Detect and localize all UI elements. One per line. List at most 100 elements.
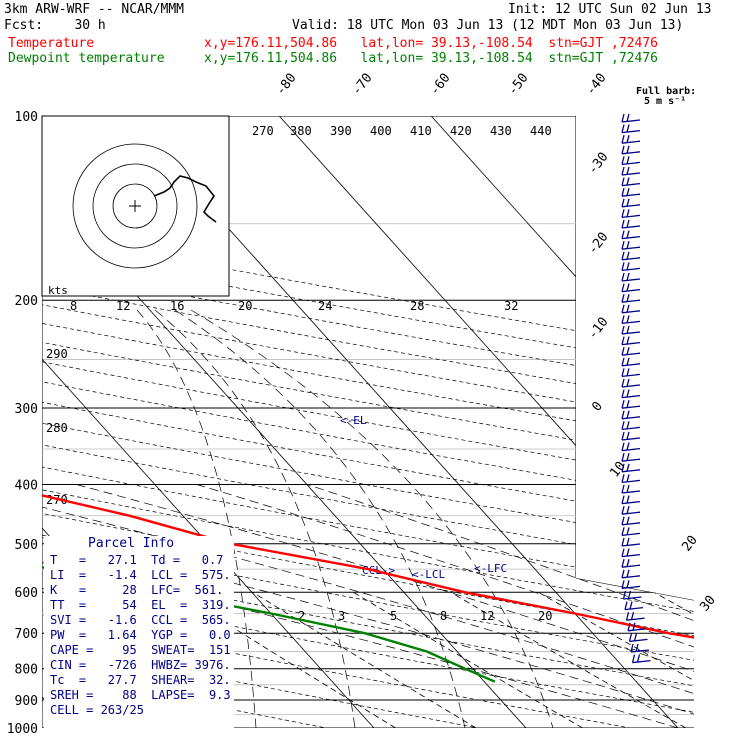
wind-barb (621, 352, 641, 356)
wind-barb-flag (621, 188, 625, 197)
wind-barb-flag (621, 304, 625, 313)
wind-barb (621, 257, 641, 261)
mixing-ratio-line (653, 591, 694, 728)
dewpoint-trace (42, 116, 496, 683)
wind-barb (621, 129, 641, 134)
hodograph-ring (72, 143, 198, 269)
wind-barb (621, 384, 641, 388)
wind-barb-flag (626, 209, 630, 218)
wind-barb (621, 267, 641, 272)
isotherm-label: -50 (505, 71, 531, 99)
wind-barb-flag (626, 304, 630, 313)
wind-barb (621, 246, 641, 250)
pressure-label-300: 300 (15, 402, 38, 417)
theta-label: 430 (490, 124, 512, 138)
hodograph-guide (174, 309, 466, 728)
hodograph-ring-label: 20 (238, 299, 252, 313)
wind-barb (621, 299, 641, 303)
wind-barb-flag (626, 442, 630, 451)
wind-barb-flag (621, 463, 625, 472)
wind-barb (627, 628, 647, 632)
temperature-trace (42, 116, 694, 683)
wind-barb-flag (621, 537, 625, 547)
pressure-label-900: 900 (15, 694, 38, 709)
pressure-label-600: 600 (15, 586, 38, 601)
dry-adiabat (42, 116, 694, 728)
wind-barb (621, 235, 641, 240)
parcel-info-rows: T = 27.1 Td = 0.7 LI = -1.4 LCL = 575. K =… (44, 553, 234, 718)
wind-barb-flag (626, 198, 630, 207)
wind-barb-flag (626, 262, 630, 271)
wind-barb (621, 214, 641, 219)
wind-barb-flag (630, 643, 634, 653)
parcel-row: SVI = -1.6 CCL = 565. (50, 613, 231, 627)
theta-label-left: 280 (46, 421, 68, 435)
isotherm (582, 116, 694, 728)
pressure-label-100: 100 (15, 110, 38, 125)
wind-barb (621, 585, 641, 590)
wind-barb-flag (626, 506, 630, 514)
wind-barb (621, 288, 641, 293)
theta-label: 380 (290, 124, 312, 138)
init-time: Init: 12 UTC Sun 02 Jun 13 (508, 2, 712, 17)
wind-barb-flag (621, 357, 625, 366)
wind-barb-flag (621, 198, 625, 207)
wind-barb (621, 469, 641, 473)
wind-barb-flag (628, 633, 633, 642)
parcel-row: PW = 1.64 YGP = 0.0 (50, 628, 231, 642)
mixing-ratio-line (252, 591, 477, 728)
wind-barb-flag (621, 580, 625, 589)
wind-barb-flag (626, 537, 630, 546)
barb-legend-unit: 5 m s⁻¹ (644, 96, 686, 107)
isotherm-label: -20 (585, 230, 611, 258)
isotherm (42, 116, 375, 728)
isotherm-label: 0 (589, 399, 606, 414)
wind-barb-flag (621, 145, 625, 154)
hodograph-ring-label: 28 (410, 299, 424, 313)
wind-barb (621, 532, 641, 537)
wind-barb (621, 204, 641, 208)
hodograph-ring-label: 8 (70, 299, 77, 313)
wind-barb-flag (626, 241, 630, 249)
wind-barb-flag (621, 113, 625, 123)
wind-barb (626, 617, 645, 621)
parcel-row: K = 28 LFC= 561. (50, 583, 224, 597)
wind-barb-flag (633, 633, 638, 642)
wind-barb (621, 193, 641, 197)
wind-barb-flag (626, 188, 630, 196)
wind-barb-flag (621, 569, 625, 578)
mixing-ratio-label: 3 (338, 609, 345, 623)
wind-barb (621, 500, 641, 505)
wind-barb-flag (621, 177, 625, 186)
parcel-row: T = 27.1 Td = 0.7 (50, 553, 224, 567)
model-title: 3km ARW-WRF -- NCAR/MMM (4, 2, 185, 17)
wind-barb-flag (626, 484, 630, 493)
wind-barb (621, 564, 641, 568)
barb-legend-title: Full barb: (636, 86, 696, 97)
parcel-annotation: <-EL (340, 414, 367, 427)
wind-barb (621, 373, 641, 378)
wind-barb-flag (626, 166, 630, 175)
wind-barb-flag (626, 463, 630, 472)
parcel-row: CAPE = 95 SWEAT= 151 (50, 643, 231, 657)
hodograph-ring-label: 24 (318, 299, 332, 313)
isotherm-label: -30 (585, 150, 611, 178)
wind-barb-flag (621, 368, 625, 377)
wind-barb-flag (621, 272, 625, 282)
wind-barb (630, 649, 650, 653)
wind-barb (629, 638, 648, 643)
wind-barb-flag (626, 410, 630, 419)
wind-barb (621, 479, 641, 484)
wind-barb (621, 151, 641, 155)
wind-barb-flag (621, 156, 625, 165)
wind-barb (621, 161, 641, 166)
parcel-row: Tc = 27.7 SHEAR= 32. (50, 673, 231, 687)
wind-barb (621, 553, 641, 558)
wind-barb-flag (626, 251, 630, 260)
isotherm-label: 30 (697, 593, 718, 615)
wind-barb-flag (626, 378, 630, 387)
wind-barb-flag (621, 506, 625, 515)
theta-label-left: 290 (46, 347, 68, 361)
valid-time: Valid: 18 UTC Mon 03 Jun 13 (12 MDT Mon … (292, 18, 684, 33)
theta-label: 390 (330, 124, 352, 138)
